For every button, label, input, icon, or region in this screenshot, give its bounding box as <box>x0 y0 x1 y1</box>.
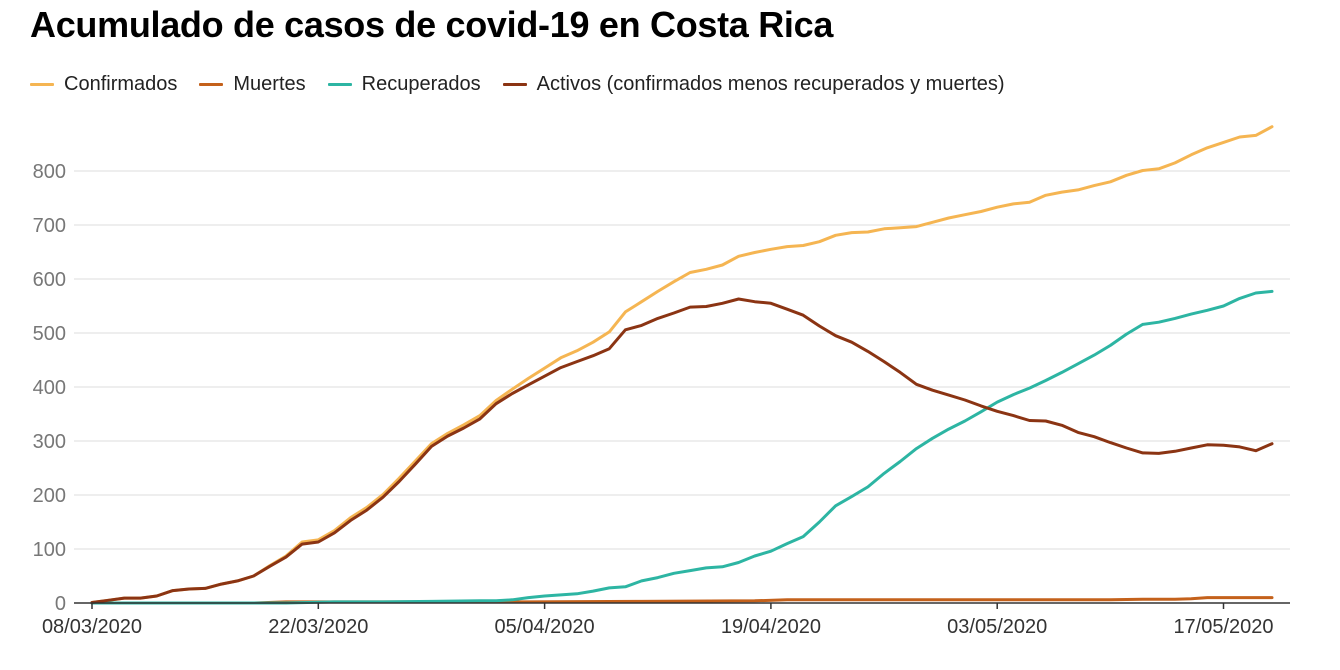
y-tick-label: 100 <box>33 539 66 561</box>
legend-item-muertes: Muertes <box>199 72 306 96</box>
legend-item-activos: Activos (confirmados menos recuperados y… <box>502 72 1005 96</box>
legend-label: Activos (confirmados menos recuperados y… <box>536 72 1005 95</box>
x-tick-label: 05/04/2020 <box>495 616 595 638</box>
y-tick-label: 200 <box>33 485 66 507</box>
legend-item-recuperados: Recuperados <box>327 72 481 96</box>
legend-label: Muertes <box>233 72 306 95</box>
x-tick-label: 22/03/2020 <box>268 616 368 638</box>
legend-swatch-muertes <box>199 82 224 86</box>
x-tick-label: 19/04/2020 <box>721 616 821 638</box>
legend-item-confirmados: Confirmados <box>30 73 177 96</box>
legend-label: Recuperados <box>361 72 481 95</box>
legend-swatch-confirmados <box>30 82 54 86</box>
x-tick-label: 03/05/2020 <box>947 616 1047 638</box>
y-tick-label: 400 <box>33 377 66 399</box>
x-tick-label: 08/03/2020 <box>42 616 142 638</box>
y-tick-label: 700 <box>33 215 66 237</box>
y-tick-label: 600 <box>33 269 66 291</box>
legend-swatch-activos <box>502 82 527 86</box>
chart-title: Acumulado de casos de covid-19 en Costa … <box>30 4 834 45</box>
y-tick-label: 300 <box>33 431 66 453</box>
legend-swatch-recuperados <box>327 82 352 86</box>
legend: Confirmados Muertes Recuperados Activos … <box>30 70 1027 98</box>
y-tick-label: 0 <box>55 593 66 615</box>
series-line-4 <box>90 297 1274 604</box>
legend-label: Confirmados <box>64 72 178 95</box>
series-line-1 <box>90 125 1274 604</box>
gridlines <box>74 170 1290 550</box>
y-axis-ticks: 0 100 200 300 400 500 600 700 800 <box>33 161 66 615</box>
x-axis-ticks: 08/03/2020 22/03/2020 05/04/2020 19/04/2020… <box>42 603 1274 638</box>
y-tick-label: 800 <box>33 161 66 183</box>
y-tick-label: 500 <box>33 323 66 345</box>
x-tick-label: 17/05/2020 <box>1173 616 1273 638</box>
series-lines <box>90 125 1274 605</box>
series-line-3 <box>90 289 1274 605</box>
